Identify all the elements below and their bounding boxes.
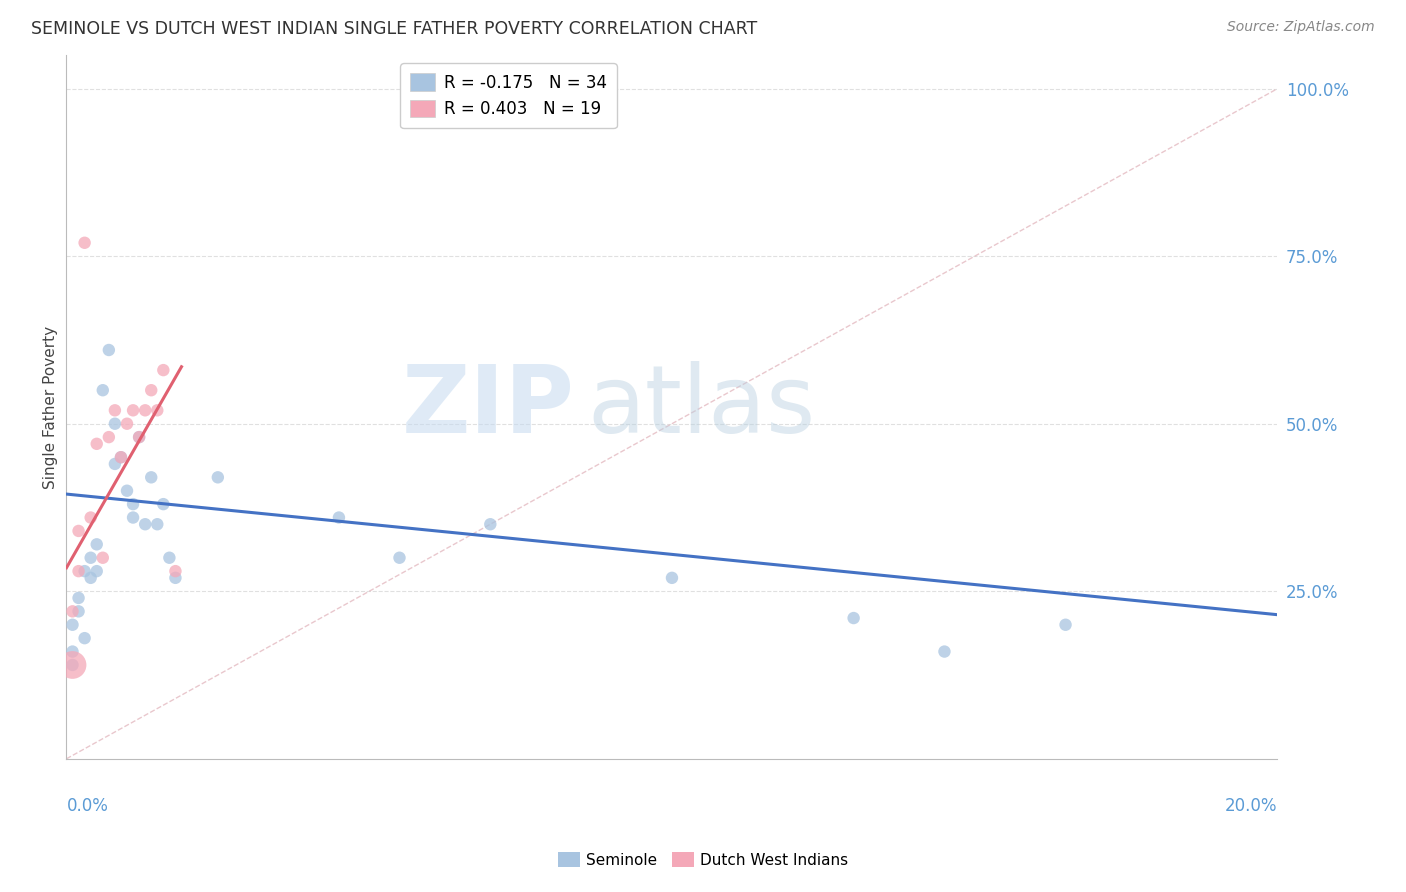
Text: SEMINOLE VS DUTCH WEST INDIAN SINGLE FATHER POVERTY CORRELATION CHART: SEMINOLE VS DUTCH WEST INDIAN SINGLE FAT… xyxy=(31,20,758,37)
Point xyxy=(73,631,96,645)
Point xyxy=(1054,617,1077,632)
Point xyxy=(79,550,101,565)
Point xyxy=(842,611,865,625)
Point xyxy=(165,564,187,578)
Point xyxy=(141,383,163,397)
Point xyxy=(73,564,96,578)
Point xyxy=(115,417,138,431)
Point xyxy=(62,644,84,658)
Text: atlas: atlas xyxy=(588,361,815,453)
Point xyxy=(661,571,683,585)
Point xyxy=(128,430,150,444)
Point xyxy=(67,564,90,578)
Point xyxy=(122,403,145,417)
Point xyxy=(73,235,96,250)
Point xyxy=(388,550,411,565)
Point xyxy=(152,497,174,511)
Y-axis label: Single Father Poverty: Single Father Poverty xyxy=(44,326,58,489)
Point xyxy=(328,510,350,524)
Point xyxy=(91,383,114,397)
Point xyxy=(157,550,180,565)
Point xyxy=(104,417,127,431)
Point xyxy=(97,343,120,357)
Point xyxy=(934,644,956,658)
Point xyxy=(115,483,138,498)
Legend: R = -0.175   N = 34, R = 0.403   N = 19: R = -0.175 N = 34, R = 0.403 N = 19 xyxy=(401,63,617,128)
Text: 20.0%: 20.0% xyxy=(1225,797,1278,815)
Point xyxy=(134,517,156,532)
Point xyxy=(79,571,101,585)
Point xyxy=(86,564,108,578)
Point xyxy=(97,430,120,444)
Point xyxy=(134,403,156,417)
Point xyxy=(62,617,84,632)
Legend: Seminole, Dutch West Indians: Seminole, Dutch West Indians xyxy=(553,846,853,873)
Point xyxy=(146,517,169,532)
Point xyxy=(141,470,163,484)
Point xyxy=(207,470,229,484)
Text: 0.0%: 0.0% xyxy=(66,797,108,815)
Point xyxy=(146,403,169,417)
Point xyxy=(62,604,84,618)
Text: Source: ZipAtlas.com: Source: ZipAtlas.com xyxy=(1227,20,1375,34)
Point xyxy=(67,604,90,618)
Point xyxy=(62,657,84,672)
Point xyxy=(128,430,150,444)
Point xyxy=(86,437,108,451)
Point xyxy=(152,363,174,377)
Point xyxy=(104,403,127,417)
Point xyxy=(122,510,145,524)
Point xyxy=(62,657,84,672)
Point xyxy=(122,497,145,511)
Point xyxy=(165,571,187,585)
Point xyxy=(110,450,132,465)
Point xyxy=(104,457,127,471)
Point xyxy=(67,524,90,538)
Point xyxy=(79,510,101,524)
Point xyxy=(86,537,108,551)
Text: ZIP: ZIP xyxy=(402,361,575,453)
Point xyxy=(479,517,502,532)
Point xyxy=(110,450,132,465)
Point xyxy=(67,591,90,605)
Point xyxy=(91,550,114,565)
